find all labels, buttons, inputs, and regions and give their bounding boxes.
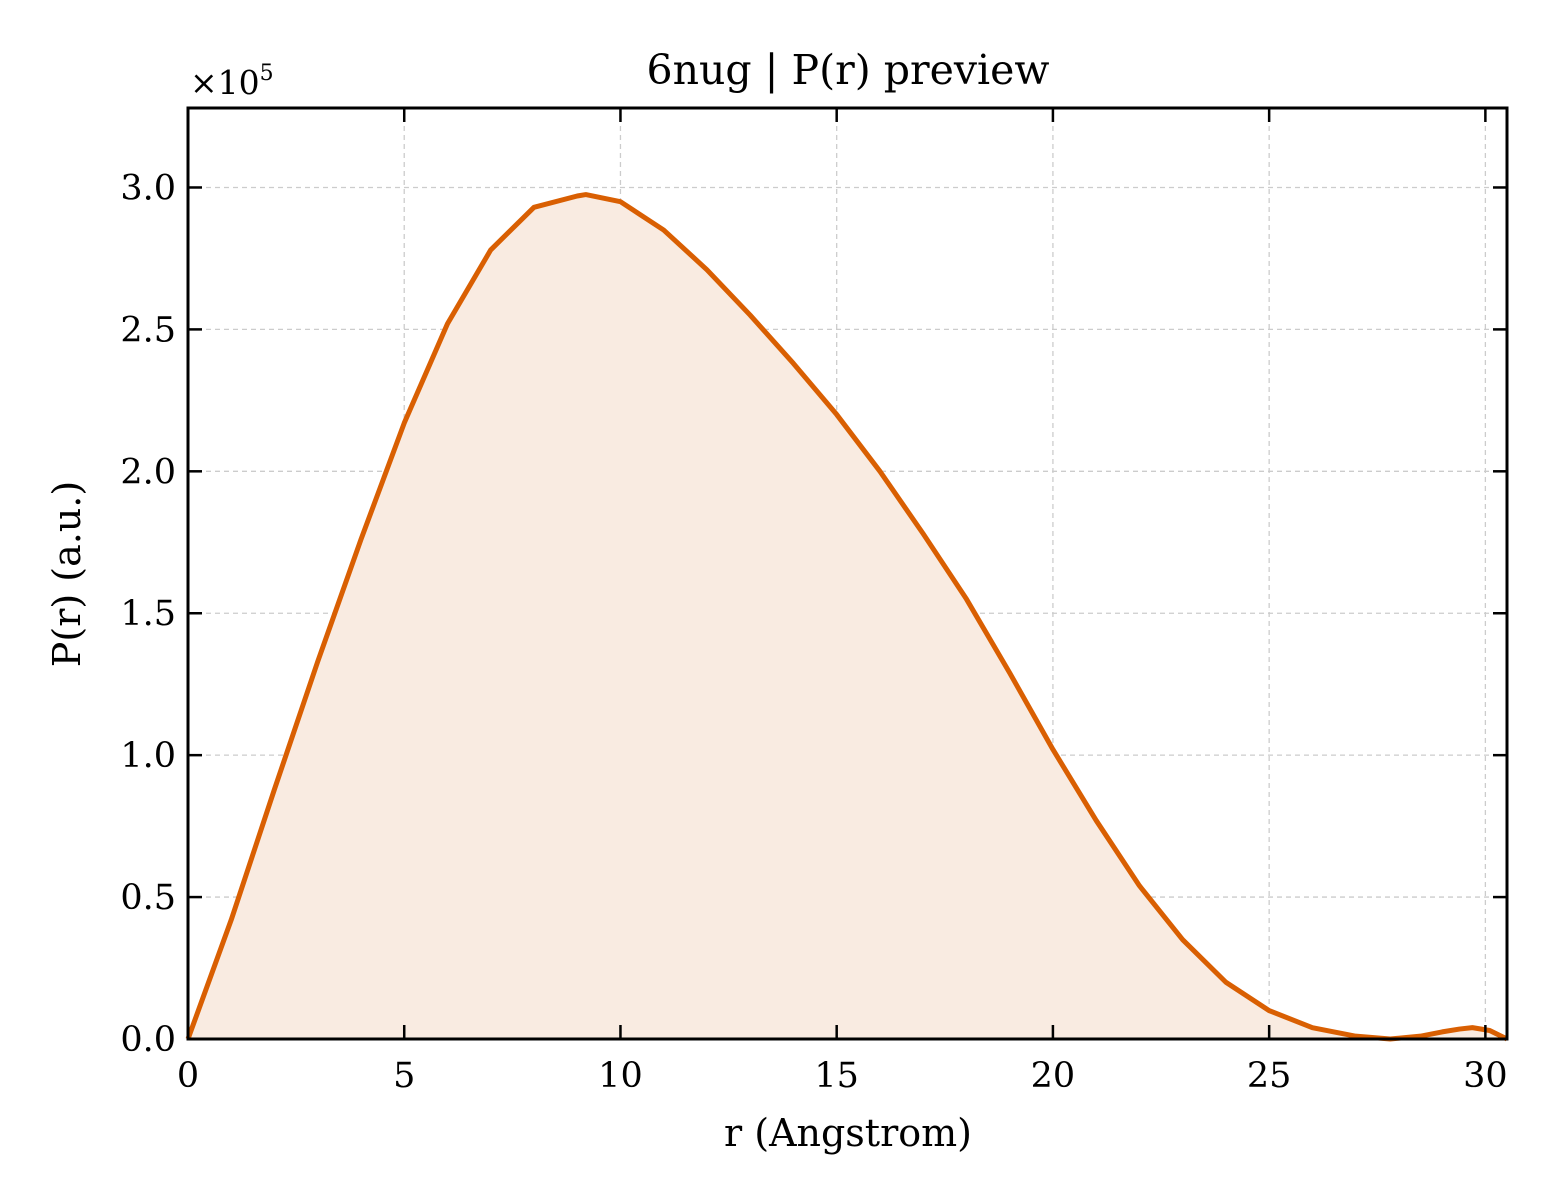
chart-title: 6nug | P(r) preview xyxy=(647,46,1050,94)
x-tick-label: 5 xyxy=(393,1056,415,1096)
x-tick-label: 30 xyxy=(1463,1056,1508,1096)
x-axis-label: r (Angstrom) xyxy=(724,1111,972,1155)
x-tick-label: 25 xyxy=(1247,1056,1292,1096)
x-tick-label: 0 xyxy=(177,1056,199,1096)
y-axis-multiplier: ×105 xyxy=(190,61,274,102)
x-tick-label: 10 xyxy=(598,1056,643,1096)
x-axis-ticks: 0 5 10 15 20 25 30 xyxy=(177,108,1508,1096)
y-tick-label: 0.5 xyxy=(120,878,176,918)
y-tick-label: 2.0 xyxy=(120,452,176,492)
y-tick-label: 1.5 xyxy=(120,594,176,634)
y-axis-multiplier-exponent: 5 xyxy=(260,61,274,86)
x-tick-label: 15 xyxy=(814,1056,859,1096)
y-tick-label: 0.0 xyxy=(120,1020,176,1060)
area-fill xyxy=(188,194,1507,1039)
y-axis-label: P(r) (a.u.) xyxy=(45,481,89,667)
y-axis-ticks: 0.0 0.5 1.0 1.5 2.0 2.5 3.0 xyxy=(120,168,1507,1060)
y-tick-label: 2.5 xyxy=(120,310,176,350)
y-axis-multiplier-base: ×10 xyxy=(190,63,260,102)
y-tick-label: 3.0 xyxy=(120,168,176,208)
x-tick-label: 20 xyxy=(1031,1056,1076,1096)
plot-frame xyxy=(186,106,1509,1041)
y-tick-label: 1.0 xyxy=(120,736,176,776)
